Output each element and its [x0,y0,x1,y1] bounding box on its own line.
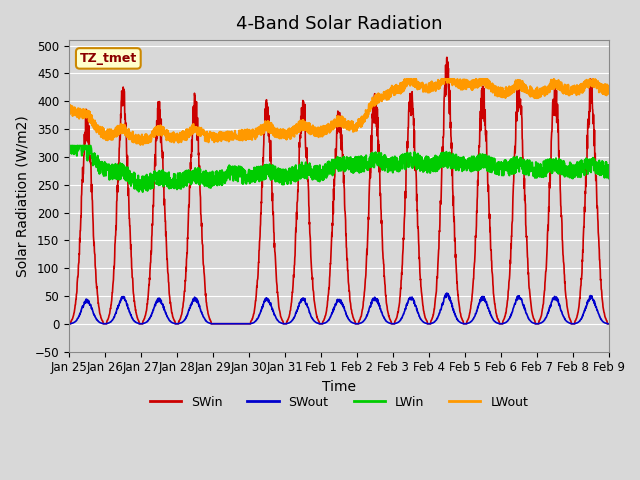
LWout [216,137,223,143]
LWout [404,76,412,82]
SWout [366,303,374,309]
SWin [355,321,362,326]
SWout [496,321,504,326]
SWin [557,213,565,218]
SWin [65,321,73,326]
Line: LWout: LWout [69,79,609,145]
Text: TZ_tmet: TZ_tmet [80,52,137,65]
Y-axis label: Solar Radiation (W/m2): Solar Radiation (W/m2) [15,115,29,276]
SWin [443,54,451,60]
LWin [139,189,147,195]
LWout [355,116,362,122]
SWin [496,321,504,326]
LWout [65,107,73,113]
LWin [557,171,565,177]
LWout [136,142,144,148]
SWout [605,321,613,326]
SWout [216,321,223,326]
LWin [355,168,362,173]
SWout [355,321,362,326]
SWout [443,290,451,296]
Line: LWin: LWin [69,146,609,192]
LWin [367,164,374,169]
Title: 4-Band Solar Radiation: 4-Band Solar Radiation [236,15,442,33]
LWin [605,172,613,178]
SWout [573,320,580,326]
Legend: SWin, SWout, LWin, LWout: SWin, SWout, LWin, LWout [145,391,533,414]
SWout [65,321,73,326]
LWout [605,83,613,89]
LWin [216,181,223,187]
SWin [573,315,580,321]
X-axis label: Time: Time [322,380,356,394]
LWin [65,143,73,149]
Line: SWin: SWin [69,57,609,324]
LWout [558,86,566,92]
SWin [366,165,374,171]
SWout [557,308,565,314]
LWout [367,105,374,110]
LWin [573,168,580,173]
LWout [497,88,504,94]
Line: SWout: SWout [69,293,609,324]
SWin [605,321,613,326]
LWin [496,166,504,172]
LWout [573,92,580,97]
SWin [216,321,223,326]
